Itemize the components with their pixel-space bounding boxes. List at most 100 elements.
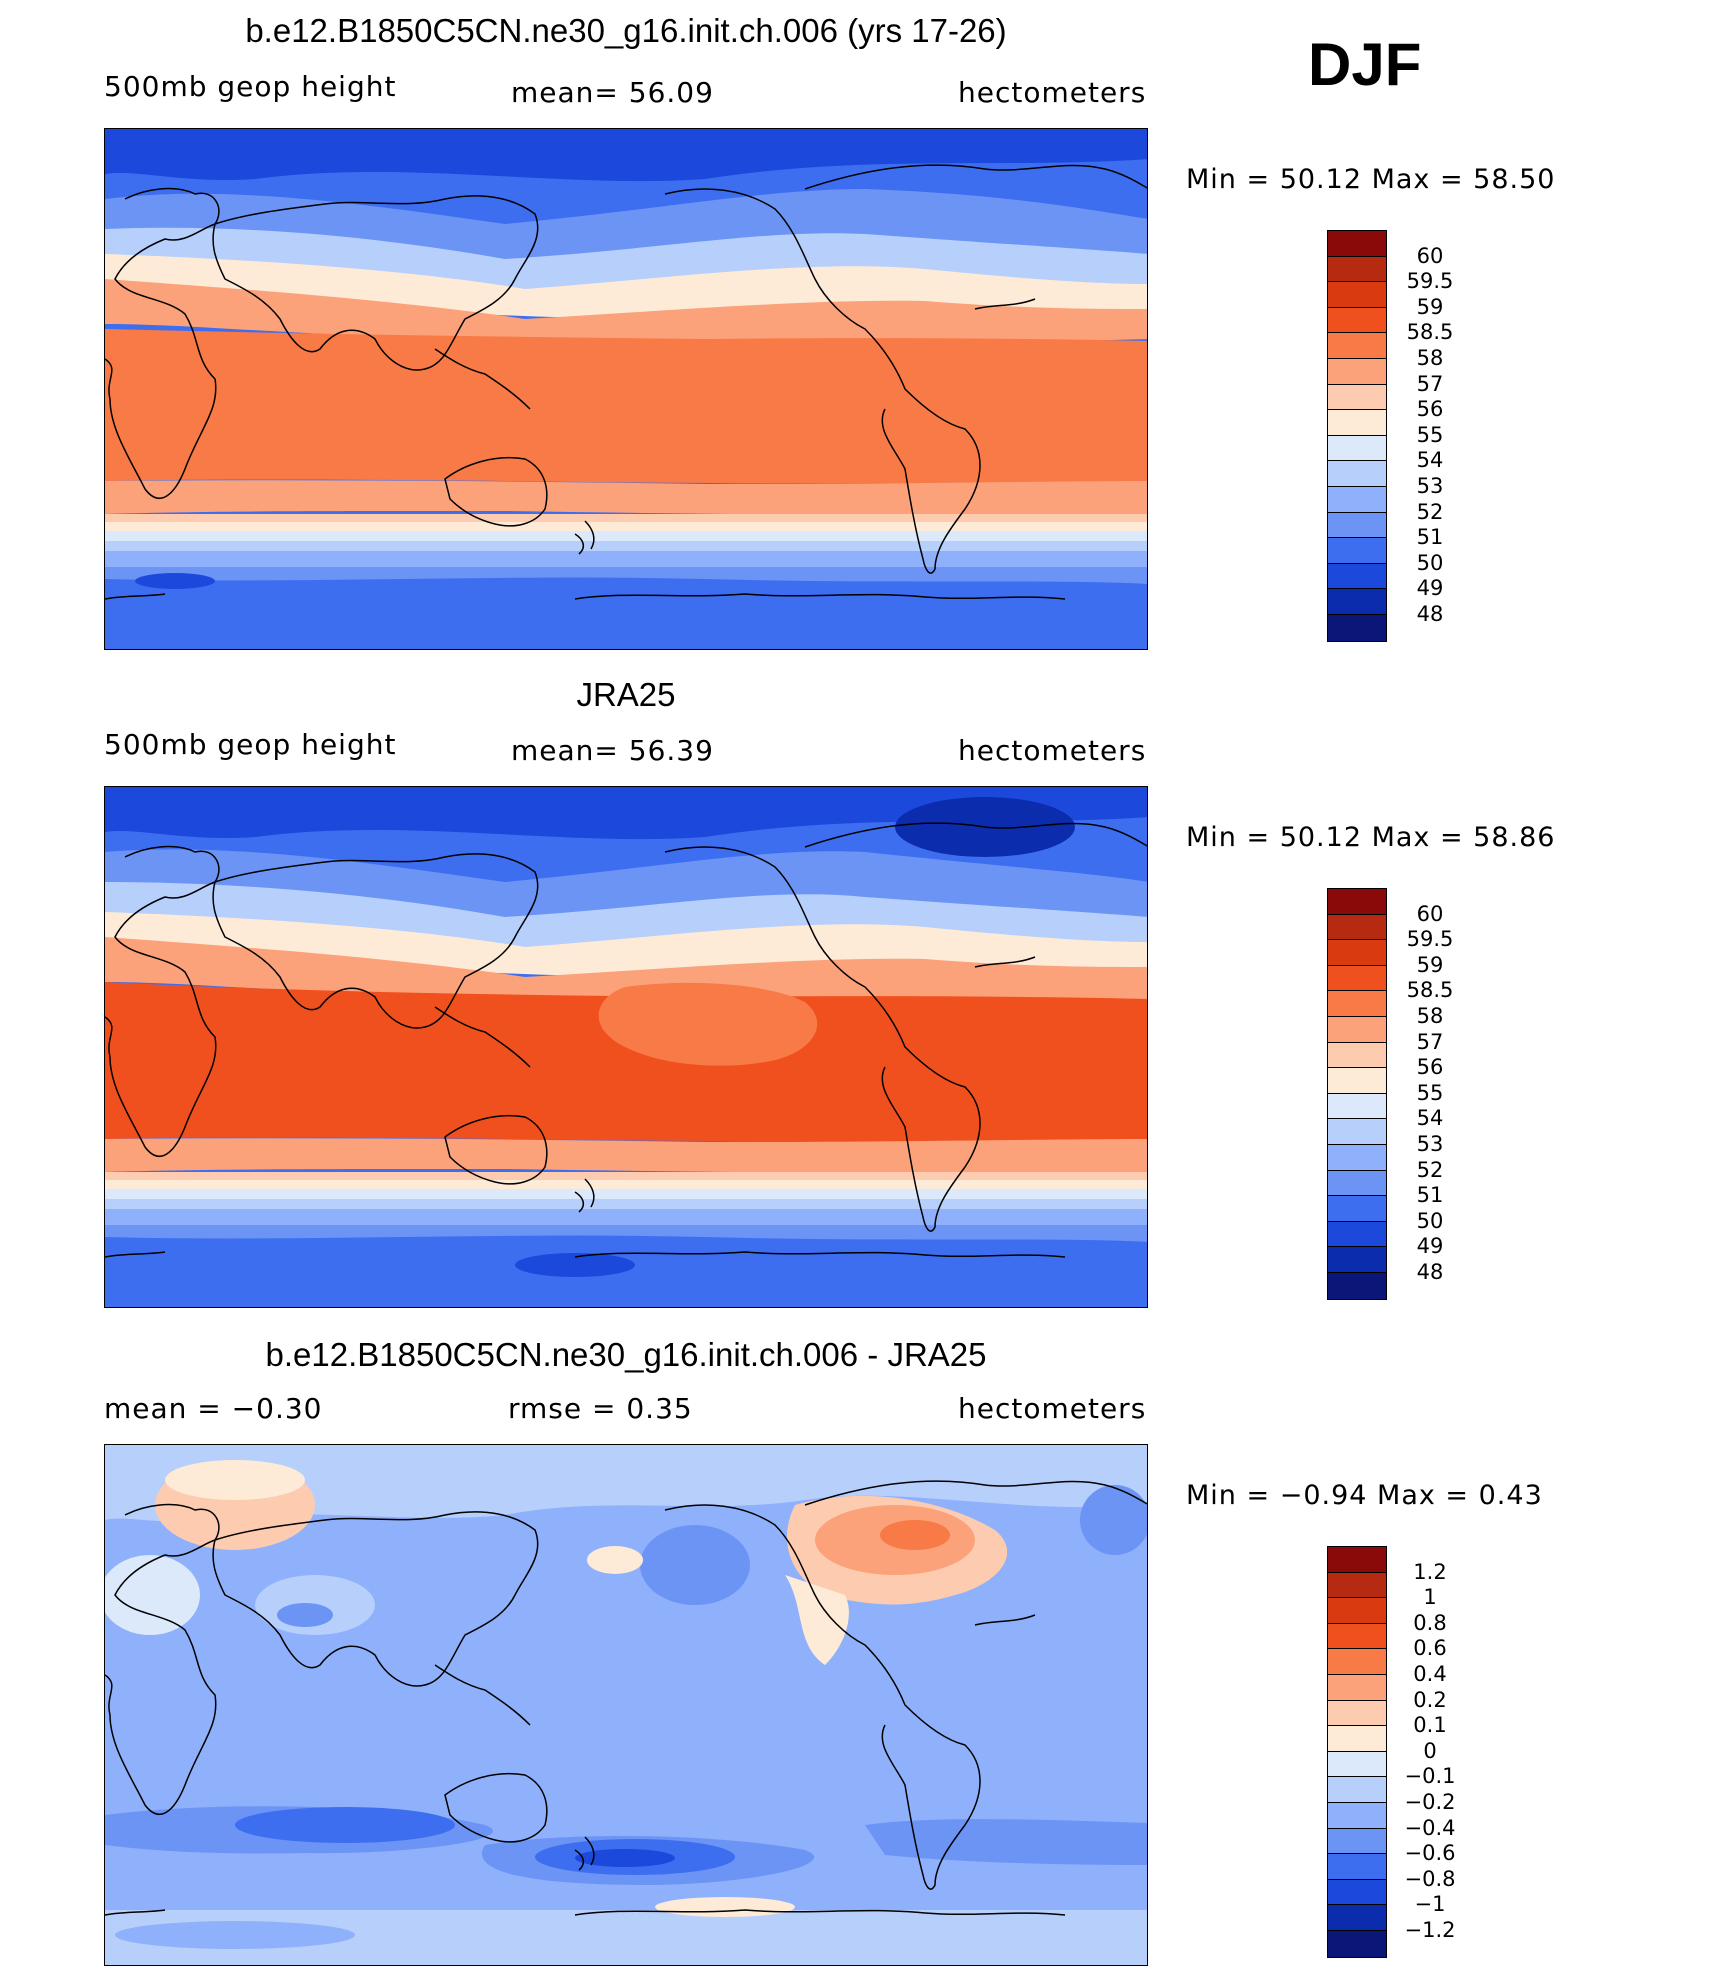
- colorbar-swatch: [1328, 1854, 1386, 1880]
- colorbar-swatch: [1328, 358, 1386, 385]
- colorbar-swatch: [1328, 435, 1386, 462]
- colorbar-label: 59.5: [1406, 269, 1454, 294]
- panel-3-rmse: rmse = 0.35: [508, 1392, 693, 1425]
- colorbar-label: 0.8: [1413, 1610, 1447, 1635]
- colorbar-label: 55: [1416, 422, 1444, 447]
- colorbar-swatch: [1328, 1777, 1386, 1803]
- colorbar-label: 59: [1416, 294, 1444, 319]
- colorbar-label: −1.2: [1404, 1918, 1456, 1942]
- colorbar-label: 53: [1416, 474, 1444, 498]
- colorbar-swatch: [1328, 940, 1386, 966]
- panel-1-min-max: Min = 50.12 Max = 58.50: [1186, 164, 1556, 195]
- colorbar-label: 48: [1416, 602, 1444, 626]
- colorbar-swatch: [1328, 307, 1386, 334]
- panel-1-units: hectometers: [958, 76, 1147, 109]
- colorbar-label: 50: [1416, 550, 1444, 575]
- panel-1-contour-field: [105, 129, 1147, 649]
- panel-1-colorbar: [1327, 230, 1387, 642]
- colorbar-swatch: [1328, 1119, 1386, 1145]
- panel-2-map: [104, 786, 1148, 1308]
- colorbar-label: 49: [1416, 1234, 1444, 1259]
- colorbar-label: 58.5: [1406, 978, 1454, 1003]
- colorbar-label: −0.8: [1404, 1866, 1456, 1891]
- panel-1-title: b.e12.B1850C5CN.ne30_g16.init.ch.006 (yr…: [245, 12, 1007, 49]
- colorbar-swatch: [1328, 1700, 1386, 1727]
- panel-1-coastlines: [105, 164, 1147, 600]
- colorbar-swatch: [1328, 1572, 1386, 1599]
- colorbar-swatch: [1328, 1598, 1386, 1624]
- colorbar-swatch: [1328, 282, 1386, 308]
- panel-2-variable-label: 500mb geop height: [104, 728, 397, 761]
- panel-3-min-max: Min = −0.94 Max = 0.43: [1186, 1480, 1543, 1511]
- panel-3-title: b.e12.B1850C5CN.ne30_g16.init.ch.006 - J…: [265, 1336, 987, 1373]
- colorbar-label: 48: [1416, 1260, 1444, 1284]
- colorbar-label: 53: [1416, 1132, 1444, 1156]
- colorbar-label: 54: [1416, 1106, 1444, 1131]
- panel-2-coastlines: [105, 822, 1147, 1258]
- panel-1-mean: mean= 56.09: [511, 76, 714, 109]
- colorbar-swatch: [1328, 1623, 1386, 1650]
- colorbar-swatch: [1328, 1547, 1386, 1573]
- colorbar-label: 56: [1416, 1055, 1444, 1080]
- colorbar-label: 56: [1416, 397, 1444, 422]
- colorbar-label: 0.6: [1413, 1636, 1447, 1661]
- panel-3-contour-field: [105, 1445, 1147, 1965]
- colorbar-label: 52: [1416, 1157, 1444, 1182]
- colorbar-swatch: [1328, 1042, 1386, 1069]
- panel-3-mean: mean = −0.30: [104, 1392, 323, 1425]
- colorbar-swatch: [1328, 538, 1386, 564]
- panel-3-map: [104, 1444, 1148, 1966]
- colorbar-swatch: [1328, 1170, 1386, 1197]
- colorbar-swatch: [1328, 384, 1386, 411]
- colorbar-label: 57: [1416, 1029, 1444, 1054]
- colorbar-label: 49: [1416, 576, 1444, 601]
- panel-2-min-max: Min = 50.12 Max = 58.86: [1186, 822, 1556, 853]
- colorbar-label: 60: [1416, 901, 1444, 926]
- panel-2-mean: mean= 56.39: [511, 734, 714, 767]
- season-label: DJF: [1308, 31, 1422, 98]
- colorbar-label: 0.4: [1413, 1662, 1447, 1686]
- panel-3-coastlines: [105, 1480, 1147, 1916]
- colorbar-swatch: [1328, 589, 1386, 615]
- colorbar-label: 55: [1416, 1080, 1444, 1105]
- colorbar-label: 0: [1423, 1738, 1437, 1763]
- colorbar-label: 0.1: [1413, 1713, 1447, 1738]
- colorbar-swatch: [1328, 1068, 1386, 1094]
- colorbar-label: 1: [1423, 1585, 1437, 1610]
- colorbar-label: 57: [1416, 371, 1444, 396]
- panel-2-colorbar: [1327, 888, 1387, 1300]
- panel-2-units: hectometers: [958, 734, 1147, 767]
- colorbar-label: 51: [1416, 1183, 1444, 1208]
- colorbar-swatch: [1328, 1930, 1386, 1957]
- colorbar-label: 58: [1416, 346, 1444, 370]
- colorbar-label: −1: [1414, 1892, 1446, 1917]
- colorbar-swatch: [1328, 1726, 1386, 1752]
- panel-1-variable-label: 500mb geop height: [104, 70, 397, 103]
- colorbar-label: −0.6: [1404, 1841, 1456, 1866]
- panel-1-map: [104, 128, 1148, 650]
- colorbar-swatch: [1328, 914, 1386, 941]
- colorbar-swatch: [1328, 563, 1386, 590]
- colorbar-label: 52: [1416, 499, 1444, 524]
- colorbar-swatch: [1328, 1144, 1386, 1171]
- colorbar-swatch: [1328, 1247, 1386, 1273]
- colorbar-swatch: [1328, 1828, 1386, 1855]
- colorbar-label: 59.5: [1406, 927, 1454, 952]
- colorbar-swatch: [1328, 1905, 1386, 1931]
- panel-3-colorbar: [1327, 1546, 1387, 1958]
- colorbar-label: 50: [1416, 1208, 1444, 1233]
- colorbar-swatch: [1328, 256, 1386, 283]
- colorbar-label: −0.2: [1404, 1790, 1456, 1814]
- colorbar-swatch: [1328, 1649, 1386, 1675]
- colorbar-label: 51: [1416, 525, 1444, 550]
- colorbar-label: 58: [1416, 1004, 1444, 1028]
- colorbar-swatch: [1328, 1674, 1386, 1701]
- colorbar-swatch: [1328, 1272, 1386, 1299]
- colorbar-swatch: [1328, 1093, 1386, 1120]
- colorbar-swatch: [1328, 1802, 1386, 1829]
- colorbar-swatch: [1328, 614, 1386, 641]
- panel-2-contour-field: [105, 787, 1147, 1307]
- colorbar-swatch: [1328, 333, 1386, 359]
- colorbar-swatch: [1328, 1016, 1386, 1043]
- colorbar-label: 59: [1416, 952, 1444, 977]
